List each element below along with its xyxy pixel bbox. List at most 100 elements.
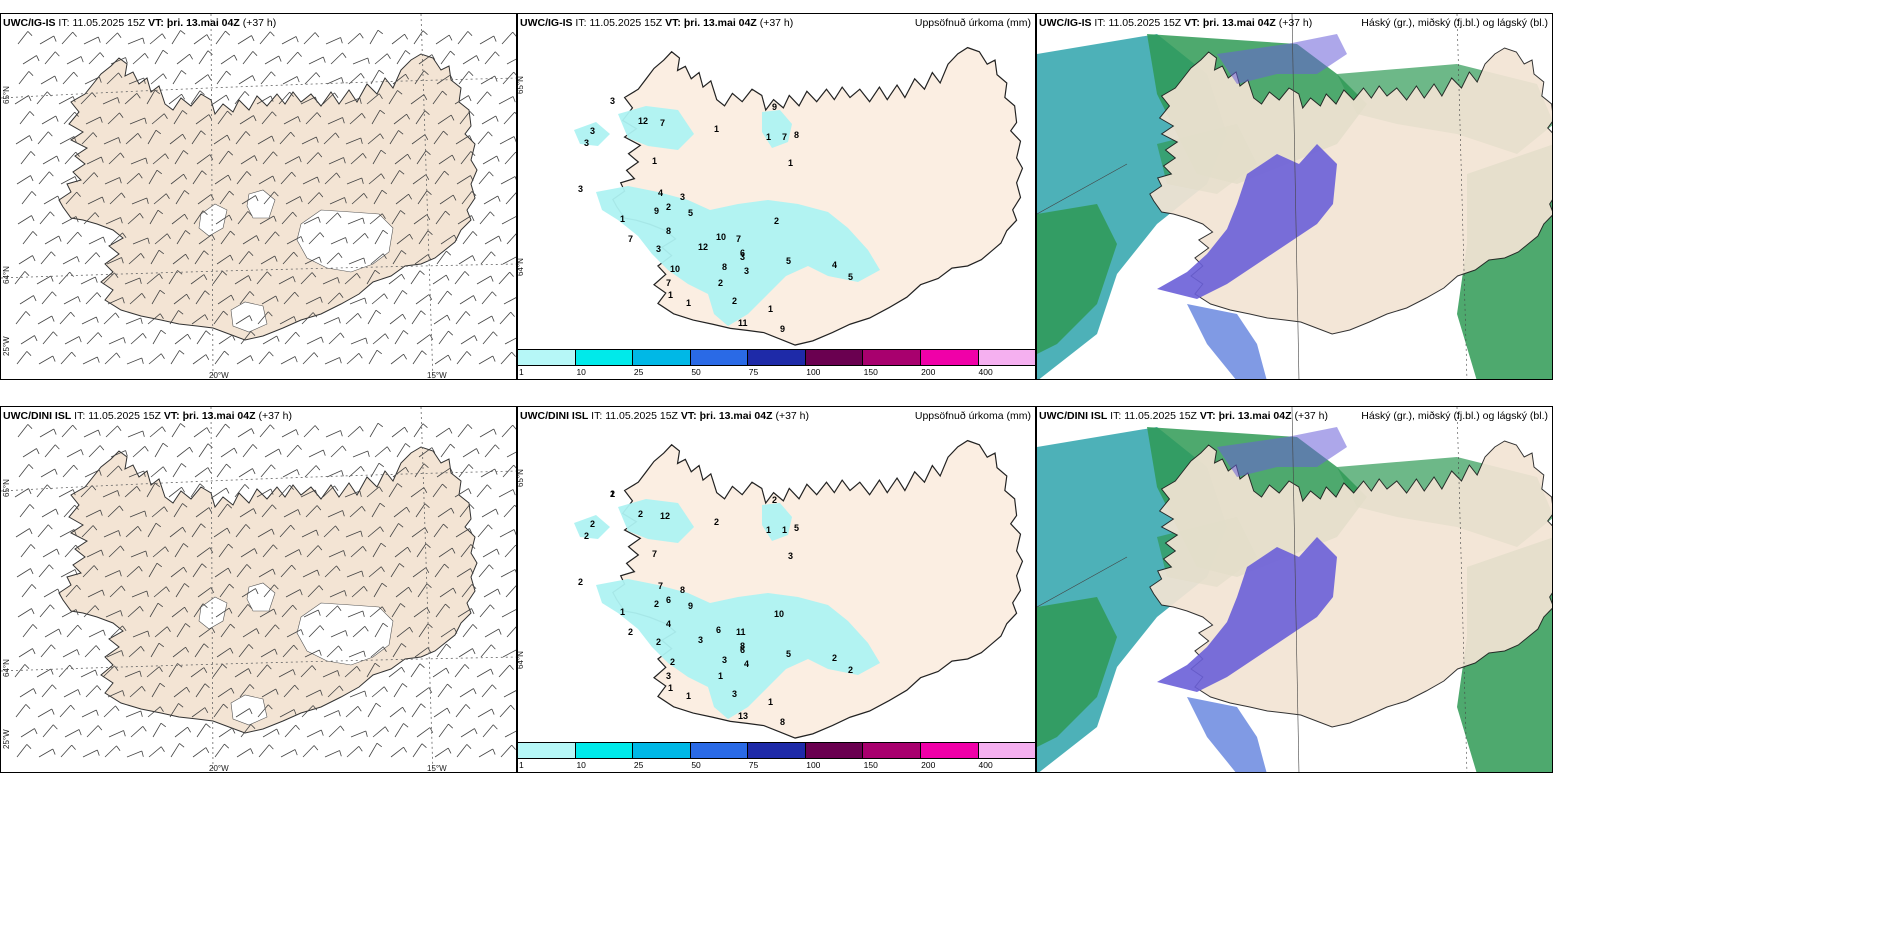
wind-barb: [505, 192, 516, 205]
wind-barb-flag: [125, 450, 128, 457]
wind-barb-flag: [207, 74, 212, 81]
wind-barb: [241, 588, 256, 598]
wind-barb: [43, 588, 59, 598]
wind-barb: [82, 749, 98, 758]
wind-barb-flag: [162, 49, 169, 55]
wind-barb-flag: [74, 111, 79, 117]
wind-barb-flag: [254, 548, 258, 555]
wind-barb-flag: [362, 546, 367, 552]
precip-value: 10: [716, 232, 726, 242]
wind-barb-flag: [289, 484, 294, 490]
wind-barb: [434, 747, 449, 758]
wind-barb-flag: [469, 504, 475, 509]
high-cloud: [1037, 597, 1117, 747]
wind-barb-flag: [406, 113, 411, 120]
wind-barb-flag: [204, 683, 210, 689]
wind-barb: [105, 32, 118, 45]
wind-barb: [438, 330, 449, 345]
wind-barb: [191, 130, 202, 145]
wind-barb: [260, 648, 276, 658]
wind-barb: [170, 566, 184, 578]
wind-barb: [505, 585, 516, 598]
wind-barb-flag: [486, 484, 492, 490]
wind-barb-flag: [319, 256, 322, 263]
wind-barb-flag: [141, 293, 146, 299]
wind-barb: [129, 117, 145, 125]
precip-value: 11: [738, 318, 748, 328]
wind-barb-flag: [491, 708, 495, 715]
wind-barb: [61, 216, 77, 225]
wind-barb: [499, 704, 512, 718]
wind-barb: [301, 705, 314, 718]
wind-barb-flag: [184, 606, 189, 613]
wind-barb: [107, 112, 120, 125]
wind-barb-flag: [29, 135, 33, 142]
wind-barb-flag: [359, 426, 364, 432]
wind-barb-flag: [46, 484, 52, 490]
wind-barb: [455, 528, 470, 538]
wind-barb: [370, 253, 384, 265]
wind-barb-flag: [450, 507, 455, 514]
wind-barb-flag: [75, 151, 80, 157]
wind-barb-flag: [408, 586, 413, 593]
wind-barb-flag: [315, 489, 318, 496]
wind-barb: [258, 175, 274, 185]
wind-barb-flag: [405, 50, 411, 55]
wind-barb-flag: [177, 270, 183, 275]
wind-barb-flag: [231, 334, 236, 341]
wind-barb-flag: [181, 93, 186, 100]
wind-barb: [302, 745, 315, 758]
wind-barb: [80, 485, 93, 498]
wind-barb: [219, 190, 230, 205]
wind-barb: [36, 275, 52, 285]
wind-barb-flag: [476, 448, 480, 455]
precip-value: 3: [680, 192, 685, 202]
wind-barb: [151, 506, 165, 518]
wind-barb: [66, 231, 79, 245]
wind-barb: [506, 626, 516, 638]
wind-barb-flag: [121, 192, 126, 198]
wind-map: [1, 407, 516, 772]
wind-barb: [126, 172, 140, 185]
wind-barb: [37, 131, 49, 145]
wind-barb-flag: [379, 109, 386, 115]
colorbar-cell: [633, 743, 691, 758]
precip-value: 9: [780, 324, 785, 334]
wind-barb-flag: [26, 351, 32, 356]
wind-barb: [147, 706, 161, 718]
wind-barb: [218, 334, 233, 345]
precip-map-header: UWC/IG-IS IT: 11.05.2025 15Z VT: þri. 13…: [520, 17, 794, 29]
wind-barb: [346, 570, 362, 578]
wind-barb-flag: [27, 31, 33, 36]
wind-barb-flag: [203, 643, 209, 649]
wind-barb: [172, 463, 182, 478]
wind-barb: [322, 92, 335, 105]
wind-barb-flag: [95, 252, 101, 258]
wind-barb: [154, 49, 164, 65]
wind-barb: [190, 90, 201, 105]
wind-barb-flag: [140, 710, 143, 717]
wind-barb: [41, 115, 57, 125]
wind-barb: [257, 135, 273, 145]
wind-barb-flag: [202, 603, 208, 609]
wind-barb-flag: [255, 588, 259, 595]
wind-barb: [174, 726, 188, 738]
wind-barb-flag: [122, 297, 125, 304]
wind-barb: [218, 150, 229, 165]
wind-barb: [350, 545, 364, 558]
wind-barb-flag: [99, 76, 102, 83]
wind-barb: [328, 550, 344, 558]
wind-barb-flag: [199, 483, 205, 489]
wind-barb-flag: [245, 524, 251, 529]
wind-barb-flag: [319, 232, 325, 238]
wind-barb-flag: [343, 550, 346, 557]
wind-barb-flag: [154, 482, 161, 488]
wind-barb-flag: [491, 684, 497, 690]
wind-barb: [263, 191, 275, 205]
wind-barb-flag: [160, 722, 167, 728]
wind-barb: [371, 109, 381, 125]
cloud-map-panel-row1: UWC/IG-IS IT: 11.05.2025 15Z VT: þri. 13…: [1036, 13, 1553, 380]
precip-area: [574, 122, 610, 146]
wind-barb: [81, 525, 94, 538]
colorbar-label: 400: [978, 367, 993, 377]
